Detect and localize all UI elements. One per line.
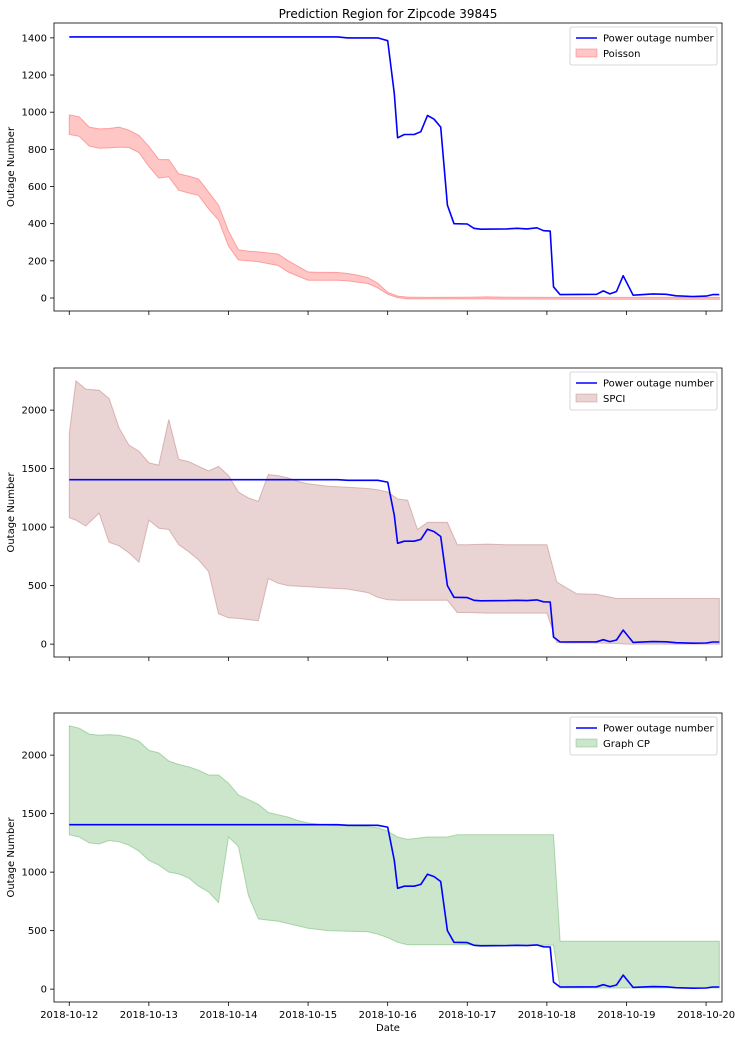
y-tick-label: 1500 xyxy=(22,809,47,820)
legend-band-swatch xyxy=(575,393,598,403)
y-tick-label: 1400 xyxy=(22,33,47,44)
legend: Power outage number SPCI xyxy=(569,371,718,411)
legend-label-actual: Power outage number xyxy=(603,724,715,735)
legend-box xyxy=(569,26,718,66)
x-tick-label: 2018-10-16 xyxy=(359,1010,417,1021)
power-outage-line xyxy=(69,823,720,990)
legend-label-band: Poisson xyxy=(603,49,640,60)
legend-label-actual: Power outage number xyxy=(603,379,715,390)
figure-title: Prediction Region for Zipcode 39845 xyxy=(279,7,498,21)
y-axis-label: Outage Number xyxy=(6,126,17,207)
x-tick-label: 2018-10-15 xyxy=(279,1010,337,1021)
y-axis-label: Outage Number xyxy=(6,817,17,898)
x-tick-label: 2018-10-20 xyxy=(677,1010,735,1021)
y-tick-label: 600 xyxy=(28,182,47,193)
legend-box xyxy=(569,716,718,756)
y-tick-label: 0 xyxy=(41,985,47,996)
y-tick-label: 500 xyxy=(28,581,47,592)
power-outage-line xyxy=(69,36,720,298)
legend-label-actual: Power outage number xyxy=(603,34,715,45)
legend-label-band: SPCI xyxy=(603,394,625,405)
x-tick-label: 2018-10-14 xyxy=(199,1010,257,1021)
chart-panel-2: 0 500 1000 1500 2000 Outage Number Power outag… xyxy=(6,367,723,661)
x-tick-label: 2018-10-13 xyxy=(120,1010,178,1021)
legend-label-band: Graph CP xyxy=(603,739,650,750)
legend-box xyxy=(569,371,718,411)
legend: Power outage number Graph CP xyxy=(569,716,718,756)
y-tick-label: 500 xyxy=(28,926,47,937)
x-tick-label: 2018-10-18 xyxy=(518,1010,576,1021)
y-tick-label: 2000 xyxy=(22,751,47,762)
prediction-band-poisson xyxy=(68,114,720,300)
legend: Power outage number Poisson xyxy=(569,26,718,66)
y-tick-label: 1000 xyxy=(22,108,47,119)
y-tick-label: 0 xyxy=(41,293,47,304)
y-tick-label: 400 xyxy=(28,219,47,230)
legend-band-swatch xyxy=(575,738,598,748)
y-tick-label: 0 xyxy=(41,640,47,651)
power-outage-line xyxy=(69,478,720,645)
chart-panel-1: 0 200 400 600 800 1000 1200 1400 Outage Number Po… xyxy=(6,22,723,315)
y-tick-label: 2000 xyxy=(22,406,47,417)
y-tick-label: 1500 xyxy=(22,464,47,475)
chart-panel-3: 0 500 1000 1500 2000 2018-10-12 2018-10-13 2018… xyxy=(6,712,735,1021)
y-axis-label: Outage Number xyxy=(6,472,17,553)
y-tick-label: 1000 xyxy=(22,523,47,534)
x-axis-label: Date xyxy=(376,1023,400,1034)
y-tick-label: 1000 xyxy=(22,868,47,879)
x-tick-label: 2018-10-12 xyxy=(40,1010,98,1021)
y-tick-label: 800 xyxy=(28,145,47,156)
y-tick-label: 200 xyxy=(28,256,47,267)
legend-band-swatch xyxy=(575,48,598,58)
x-tick-label: 2018-10-19 xyxy=(597,1010,655,1021)
x-tick-label: 2018-10-17 xyxy=(438,1010,496,1021)
y-tick-label: 1200 xyxy=(22,71,47,82)
